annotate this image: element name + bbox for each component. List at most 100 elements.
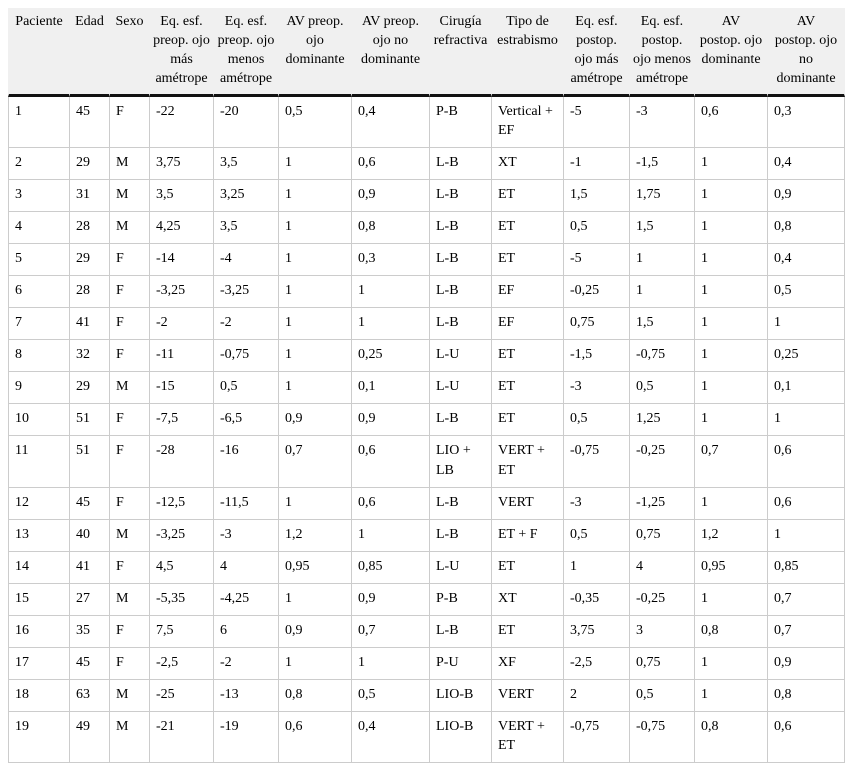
table-cell: -5 [564,97,630,149]
table-cell: L-U [430,340,492,373]
table-cell: M [110,212,150,245]
table-cell: 1,5 [564,180,630,213]
table-cell: -4,25 [214,583,279,616]
table-cell: F [110,647,150,680]
table-cell: 0,5 [214,372,279,405]
table-cell: -0,35 [564,583,630,616]
table-cell: 7 [8,308,70,341]
table-cell: 3,25 [214,180,279,213]
table-cell: 0,8 [695,711,768,763]
table-row: 10 51 F -7,5 -6,5 0,9 0,9 L-B ET 0,5 1,25 1 1 [8,404,845,437]
table-cell: 0,1 [352,372,430,405]
table-cell: M [110,148,150,181]
table-cell: XT [492,148,564,181]
table-cell: ET [492,180,564,213]
table-cell: 32 [70,340,110,373]
table-cell: -4 [214,244,279,277]
table-cell: -22 [150,97,214,149]
table-header-row: Paciente Edad Sexo Eq. esf. preop. ojo más … [8,8,845,98]
table-cell: L-B [430,180,492,213]
table-cell: 3,75 [564,615,630,648]
table-cell: 1 [279,308,352,341]
table-row: 19 49 M -21 -19 0,6 0,4 LIO-B VERT + ET -0,75 -0,7… [8,711,845,763]
table-header: Paciente Edad Sexo Eq. esf. preop. ojo más … [8,8,845,98]
table-cell: 3,5 [214,212,279,245]
table-row: 2 29 M 3,75 3,5 1 0,6 L-B XT -1 -1,5 1 0,4 [8,148,845,181]
table-cell: 1 [695,404,768,437]
table-cell: 0,25 [352,340,430,373]
table-cell: 0,5 [564,212,630,245]
table-row: 15 27 M -5,35 -4,25 1 0,9 P-B XT -0,35 -0,25 1 0,7 [8,583,845,616]
table-cell: 0,8 [768,679,845,712]
table-cell: -2 [214,308,279,341]
column-header: AV postop. ojo dominante [695,8,768,98]
table-cell: -14 [150,244,214,277]
table-cell: -0,25 [630,583,695,616]
table-cell: 1 [695,308,768,341]
table-cell: 63 [70,679,110,712]
table-cell: 0,1 [768,372,845,405]
table-cell: 0,25 [768,340,845,373]
table-cell: -11,5 [214,487,279,520]
table-cell: -11 [150,340,214,373]
table-cell: -1,5 [630,148,695,181]
table-cell: L-B [430,615,492,648]
table-cell: F [110,97,150,149]
column-header: Tipo de estrabismo [492,8,564,98]
table-cell: VERT [492,487,564,520]
table-cell: 1 [695,276,768,309]
table-cell: ET [492,340,564,373]
table-cell: 0,7 [768,583,845,616]
table-cell: L-B [430,308,492,341]
table-cell: -21 [150,711,214,763]
table-cell: 2 [564,679,630,712]
table-cell: -3,25 [150,276,214,309]
table-cell: 1 [352,308,430,341]
table-cell: 4,25 [150,212,214,245]
table-cell: LIO-B [430,679,492,712]
table-cell: 1 [352,276,430,309]
table-cell: L-B [430,212,492,245]
table-cell: ET [492,551,564,584]
table-cell: -19 [214,711,279,763]
table-cell: 1,5 [630,212,695,245]
table-cell: 1 [695,647,768,680]
table-cell: 0,7 [768,615,845,648]
table-cell: 0,7 [352,615,430,648]
table-row: 13 40 M -3,25 -3 1,2 1 L-B ET + F 0,5 0,75 1,2 1 [8,519,845,552]
table-cell: 4 [214,551,279,584]
table-cell: 0,75 [564,308,630,341]
table-cell: 17 [8,647,70,680]
table-row: 12 45 F -12,5 -11,5 1 0,6 L-B VERT -3 -1,25 1 0,6 [8,487,845,520]
table-cell: 19 [8,711,70,763]
column-header: Sexo [110,8,150,98]
table-cell: 1 [279,212,352,245]
table-cell: 6 [8,276,70,309]
table-cell: 35 [70,615,110,648]
table-cell: 7,5 [150,615,214,648]
table-cell: 3,5 [150,180,214,213]
table-cell: F [110,308,150,341]
table-cell: 0,4 [352,711,430,763]
table-cell: 45 [70,647,110,680]
table-cell: 45 [70,487,110,520]
table-cell: ET [492,244,564,277]
column-header: Paciente [8,8,70,98]
table-cell: 4 [630,551,695,584]
table-cell: 18 [8,679,70,712]
table-cell: 11 [8,436,70,488]
table-cell: 1 [630,244,695,277]
table-cell: 41 [70,551,110,584]
table-cell: 1 [630,276,695,309]
table-cell: F [110,244,150,277]
table-cell: 51 [70,404,110,437]
table-cell: 5 [8,244,70,277]
column-header: Cirugía refractiva [430,8,492,98]
table-cell: M [110,180,150,213]
table-cell: 0,9 [352,180,430,213]
table-cell: -0,75 [214,340,279,373]
table-cell: 0,3 [768,97,845,149]
table-cell: 0,6 [352,148,430,181]
table-cell: L-B [430,244,492,277]
column-header: AV preop. ojo dominante [279,8,352,98]
